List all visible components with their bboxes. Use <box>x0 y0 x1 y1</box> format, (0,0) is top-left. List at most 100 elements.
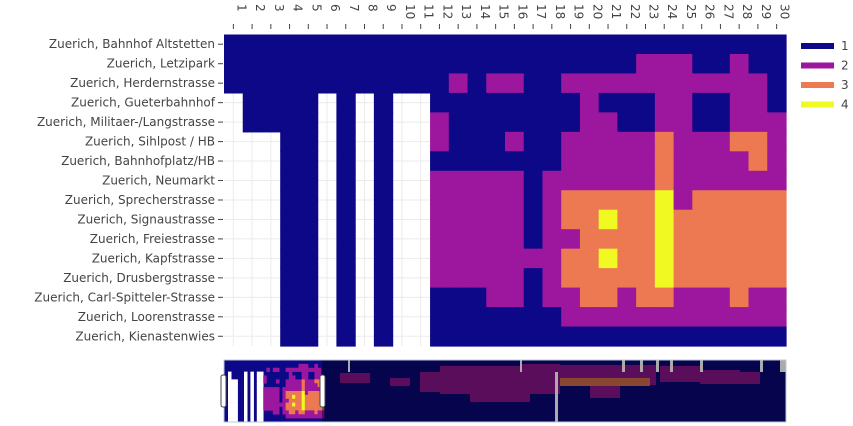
heatmap-cell <box>261 92 281 113</box>
heatmap-cell <box>692 92 712 113</box>
rangeslider-mini-cell <box>298 383 302 388</box>
heatmap-cell <box>617 151 637 172</box>
heatmap-cell <box>748 53 768 75</box>
heatmap-cell <box>636 190 656 211</box>
legend-swatch[interactable] <box>801 43 834 49</box>
heatmap-cell <box>654 131 675 152</box>
rangeslider-mini-cell <box>288 379 293 384</box>
heatmap-cell <box>523 268 544 289</box>
heatmap-cell <box>729 287 750 308</box>
rangeslider-gap <box>348 360 350 372</box>
heatmap-cell <box>767 151 787 172</box>
heatmap-cell <box>298 229 319 250</box>
rangeslider-mini-cell <box>295 367 299 372</box>
rangeslider-mini-cell <box>308 394 312 400</box>
heatmap-cell <box>579 151 600 172</box>
rangeslider-mini-cell <box>276 367 280 372</box>
heatmap-cell <box>598 53 618 75</box>
rangeslider-mini-cell <box>285 383 290 388</box>
heatmap-cell <box>711 112 731 133</box>
x-tick-label: 6 <box>328 4 342 12</box>
heatmap-cell <box>767 287 787 308</box>
heatmap-cell <box>542 229 562 250</box>
legend-label[interactable]: 3 <box>841 78 849 92</box>
heatmap-cell <box>636 307 656 328</box>
heatmap-cell <box>561 170 581 191</box>
heatmap-cell <box>505 287 525 308</box>
heatmap-cell <box>261 112 281 133</box>
rangeslider-mini-cell <box>301 394 306 400</box>
rangeslider-mask[interactable] <box>322 360 786 422</box>
heatmap-cell <box>224 34 244 55</box>
heatmap-cell <box>373 73 394 94</box>
rangeslider-mini-cell <box>244 406 248 411</box>
rangeslider-mini-cell <box>276 379 280 384</box>
rangeslider-mini-cell <box>250 414 254 419</box>
rangeslider-mini-cell <box>228 410 232 415</box>
rangeslider-mini-cell <box>298 398 302 403</box>
heatmap-cell <box>561 248 581 269</box>
rangeslider-mini-cell <box>244 383 248 388</box>
heatmap-cell <box>336 190 356 211</box>
legend-swatch[interactable] <box>801 82 834 88</box>
heatmap-cell <box>636 151 656 172</box>
heatmap-cell <box>430 170 450 191</box>
rangeslider-mini-cell <box>295 414 299 419</box>
heatmap-cell <box>542 326 562 347</box>
rangeslider-mini-cell <box>285 402 290 407</box>
heatmap-cell <box>654 92 675 113</box>
rangeslider-mini-cell <box>308 383 312 388</box>
heatmap-cell <box>280 34 300 55</box>
heatmap-cell <box>598 209 618 230</box>
heatmap-cell <box>748 190 768 211</box>
legend-swatch[interactable] <box>801 62 834 69</box>
rangeslider-handle-left[interactable] <box>220 374 227 408</box>
heatmap-cell <box>711 151 731 172</box>
heatmap-cell <box>636 287 656 308</box>
rangeslider-mini-cell <box>317 367 322 372</box>
heatmap-cell <box>654 112 675 133</box>
rangeslider-mini-cell <box>285 394 290 400</box>
y-tick-label: Zuerich, Gueterbahnhof <box>71 96 216 110</box>
rangeslider-mini-cell <box>314 391 318 396</box>
rangeslider-mini-cell <box>301 406 306 411</box>
y-tick-label: Zuerich, Letzipark <box>107 57 215 71</box>
heatmap-cell <box>392 73 412 94</box>
heatmap-cell <box>767 307 787 328</box>
rangeslider-handle-right[interactable] <box>319 374 326 408</box>
heatmap-cell <box>748 34 768 55</box>
rangeslider-mini-cell <box>295 402 299 407</box>
rangeslider-mini-cell <box>295 410 299 415</box>
heatmap-cell <box>711 53 731 75</box>
heatmap-cell <box>617 209 637 230</box>
heatmap-cell <box>617 73 637 94</box>
heatmap-cell <box>486 229 506 250</box>
legend-swatch[interactable] <box>801 101 834 108</box>
heatmap-cell <box>411 73 431 94</box>
heatmap-cell <box>430 34 450 55</box>
x-tick-label: 10 <box>403 4 417 19</box>
rangeslider-mini-cell <box>308 387 312 392</box>
rangeslider-mini-cell <box>311 383 315 388</box>
legend-label[interactable]: 1 <box>841 39 849 53</box>
rangeslider-mini-cell <box>269 398 274 403</box>
legend-label[interactable]: 2 <box>841 59 849 73</box>
heatmap-cell <box>729 229 750 250</box>
rangeslider-mini-cell <box>228 418 232 423</box>
rangeslider-mini-cell <box>317 406 322 411</box>
heatmap-cell <box>598 268 618 289</box>
heatmap-cell <box>711 92 731 113</box>
rangeslider-gap <box>780 360 786 372</box>
heatmap-cell <box>598 34 618 55</box>
x-tick-label: 11 <box>422 4 436 19</box>
heatmap-cell <box>336 34 356 55</box>
heatmap-cell <box>448 131 469 152</box>
legend-label[interactable]: 4 <box>841 98 849 112</box>
rangeslider-mini-cell <box>256 410 261 415</box>
rangeslider-mini-cell <box>301 414 306 419</box>
rangeslider-mini-cell <box>244 391 248 396</box>
heatmap-cell <box>729 268 750 289</box>
heatmap-cell <box>430 209 450 230</box>
heatmap-cell <box>673 151 693 172</box>
rangeslider-mini-cell <box>311 379 315 384</box>
